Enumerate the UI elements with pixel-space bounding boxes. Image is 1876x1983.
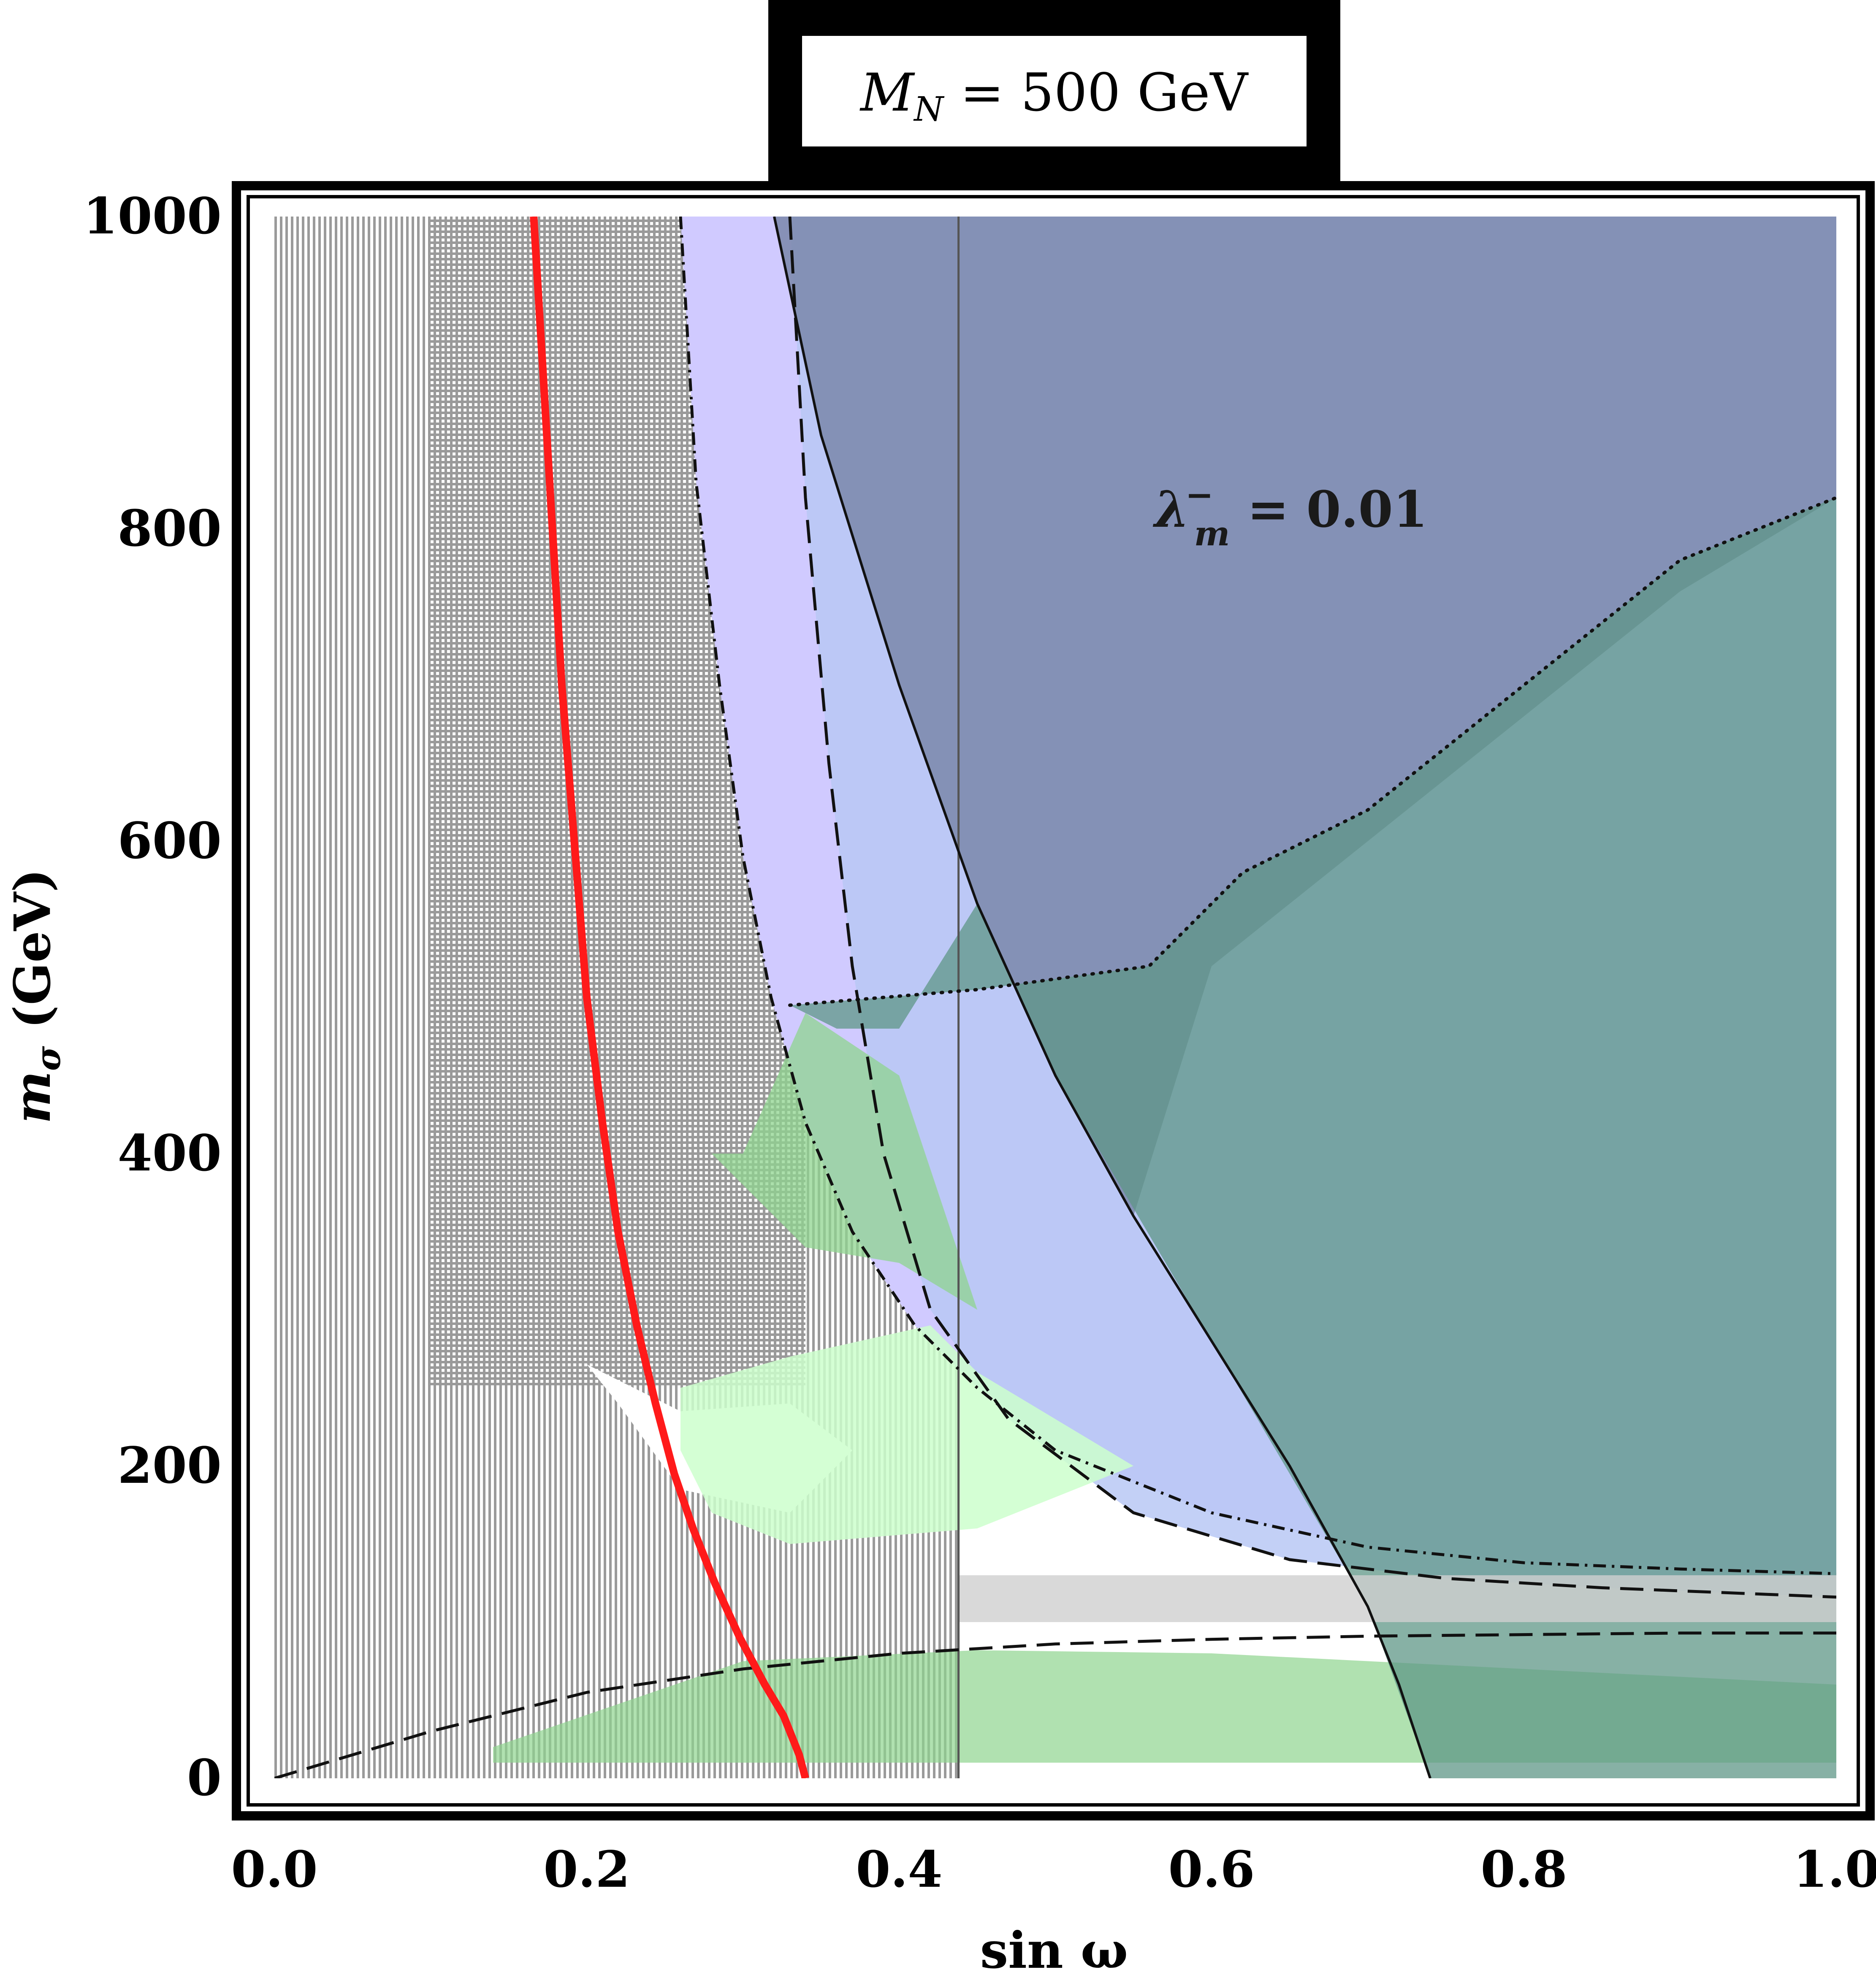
x-tick-label: 1.0 [1793, 1840, 1876, 1899]
y-tick-label: 1000 [83, 187, 222, 245]
lambda-annotation: λ− m = 0.01 [1152, 475, 1428, 553]
y-tick-label: 0 [187, 1748, 222, 1807]
y-axis-label: mσ (GeV) [3, 869, 68, 1124]
title-inner [802, 36, 1307, 146]
plot-regions [274, 217, 1836, 1778]
dark-blue-region [774, 217, 1836, 1216]
chart-title: MN = 500 GeV [859, 62, 1249, 129]
x-tick-label: 0.2 [543, 1840, 630, 1899]
x-tick-label: 0.8 [1480, 1840, 1567, 1899]
y-tick-labels: 0 200 400 600 800 1000 [83, 187, 222, 1807]
plot-curves [274, 217, 1836, 1778]
teal-region [790, 498, 1836, 1778]
light-green-region [680, 1325, 1133, 1544]
y-tick-label: 800 [118, 499, 222, 558]
solid-boundary-curve [773, 217, 1431, 1778]
long-dashed-boundary-curve [788, 217, 1836, 1599]
x-tick-label: 0.0 [231, 1840, 317, 1899]
x-axis-label: sin ω [980, 1921, 1128, 1980]
x-tick-label: 0.6 [1168, 1840, 1255, 1899]
plot-frame [247, 195, 1860, 1807]
x-tick-label: 0.4 [856, 1840, 942, 1899]
y-tick-label: 200 [118, 1436, 222, 1495]
red-curve [530, 217, 809, 1778]
title-box: MN = 500 GeV [768, 0, 1340, 182]
y-tick-label: 600 [118, 811, 222, 870]
long-dashed-lower-curve [274, 1631, 1836, 1778]
green-wedge-region [712, 1013, 977, 1310]
y-tick-label: 400 [118, 1124, 222, 1182]
x-tick-labels: 0.0 0.2 0.4 0.6 0.8 1.0 [231, 1840, 1876, 1899]
gray-band-region [958, 1575, 1836, 1622]
